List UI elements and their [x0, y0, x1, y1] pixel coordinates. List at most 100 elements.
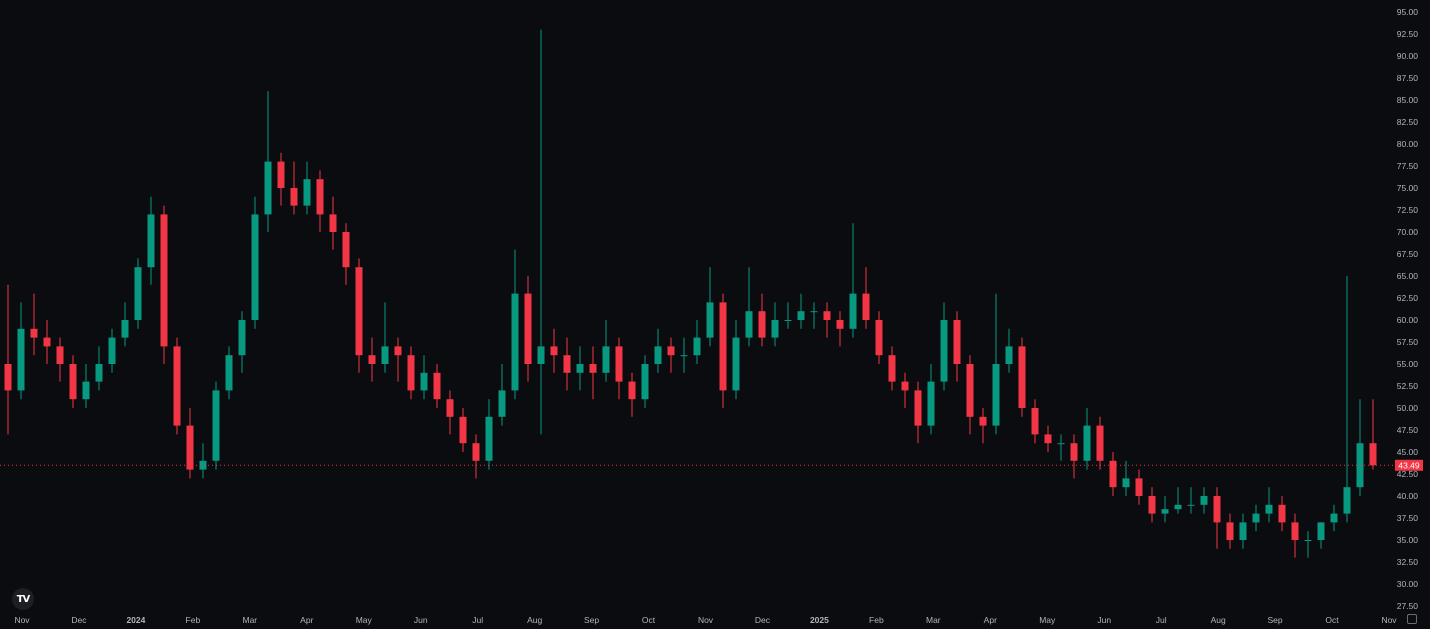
- candle: [888, 346, 896, 391]
- candle-body: [823, 311, 831, 320]
- candle-body: [602, 346, 610, 373]
- time-tick-label: Nov: [1381, 615, 1397, 625]
- candle: [511, 249, 519, 400]
- candle-body: [758, 311, 766, 338]
- candle-body: [719, 302, 727, 391]
- price-tick-label: 72.50: [1397, 205, 1419, 215]
- candle-body: [1239, 522, 1247, 540]
- price-tick-label: 52.50: [1397, 381, 1419, 391]
- candle-body: [1213, 496, 1221, 523]
- candle-body: [797, 311, 805, 320]
- candle: [1356, 399, 1364, 496]
- price-tick-label: 47.50: [1397, 425, 1419, 435]
- candle-body: [498, 390, 506, 417]
- candle: [1070, 434, 1078, 479]
- candle: [732, 320, 740, 400]
- candle: [823, 302, 831, 338]
- price-tick-label: 92.50: [1397, 29, 1419, 39]
- candle-body: [368, 355, 376, 364]
- candle: [693, 320, 701, 364]
- candle: [615, 337, 623, 400]
- candle: [1226, 513, 1234, 549]
- candle: [927, 364, 935, 435]
- time-tick-label: Apr: [300, 615, 313, 625]
- candle: [992, 293, 1000, 435]
- candle: [303, 161, 311, 215]
- candle-body: [654, 346, 662, 364]
- candle-body: [667, 346, 675, 356]
- candle: [797, 293, 805, 329]
- candle-body: [1161, 509, 1169, 514]
- candle: [459, 408, 467, 452]
- candle-body: [342, 232, 350, 268]
- candle-body: [966, 364, 974, 417]
- price-tick-label: 82.50: [1397, 117, 1419, 127]
- candle: [251, 196, 259, 329]
- candle-body: [849, 293, 857, 329]
- candle: [589, 346, 597, 400]
- candle-body: [485, 416, 493, 461]
- candle-body: [199, 460, 207, 470]
- time-axis[interactable]: Nov Dec 2024 Feb Mar Apr May Jun Jul Aug Sep Oct Nov…: [14, 615, 1397, 625]
- candle: [199, 443, 207, 479]
- time-tick-label: Dec: [755, 615, 771, 625]
- candle: [329, 196, 337, 250]
- price-tick-label: 27.50: [1397, 601, 1419, 611]
- candle: [563, 337, 571, 391]
- candle: [1239, 513, 1247, 549]
- candle-body: [108, 337, 116, 364]
- candle-body: [836, 320, 844, 329]
- candle-body: [1343, 487, 1351, 514]
- candle-body: [303, 179, 311, 206]
- candle-body: [251, 214, 259, 320]
- candle-body: [888, 355, 896, 382]
- candle: [1122, 460, 1130, 496]
- candle-body: [1148, 496, 1156, 514]
- price-tick-label: 60.00: [1397, 315, 1419, 325]
- candle: [1343, 276, 1351, 523]
- candle-body: [1187, 504, 1195, 506]
- candle: [745, 267, 753, 347]
- candle: [836, 311, 844, 347]
- candle-body: [563, 355, 571, 373]
- candle-body: [186, 425, 194, 470]
- time-tick-label: Sep: [584, 615, 599, 625]
- price-tick-label: 95.00: [1397, 7, 1419, 17]
- candle: [628, 372, 636, 417]
- candle: [1148, 487, 1156, 523]
- candle: [368, 337, 376, 382]
- candle-body: [927, 381, 935, 426]
- candle-body: [589, 364, 597, 373]
- candle-body: [433, 372, 441, 400]
- candle-body: [628, 381, 636, 400]
- candle: [316, 170, 324, 232]
- candle-body: [1044, 434, 1052, 444]
- price-tick-label: 65.00: [1397, 271, 1419, 281]
- tradingview-logo-icon[interactable]: TV: [12, 588, 34, 610]
- candle: [1031, 399, 1039, 444]
- candle: [121, 302, 129, 347]
- candle: [173, 337, 181, 435]
- candle-body: [173, 346, 181, 426]
- candle-body: [771, 320, 779, 338]
- time-tick-label: Dec: [71, 615, 87, 625]
- time-tick-label: Feb: [869, 615, 884, 625]
- candle-body: [914, 390, 922, 426]
- candle: [381, 302, 389, 373]
- candle-body: [95, 364, 103, 382]
- candle: [472, 434, 480, 479]
- price-axis[interactable]: 95.00 92.50 90.00 87.50 85.00 82.50 80.00 77.50…: [1397, 7, 1419, 611]
- price-tick-label: 35.00: [1397, 535, 1419, 545]
- time-tick-label: Oct: [642, 615, 656, 625]
- auto-scale-settings-icon[interactable]: [1407, 614, 1417, 624]
- price-tick-label: 67.50: [1397, 249, 1419, 259]
- time-tick-label: May: [1039, 615, 1056, 625]
- price-tick-label: 77.50: [1397, 161, 1419, 171]
- candle-body: [1265, 504, 1273, 514]
- candle-body: [693, 337, 701, 356]
- candle-body: [420, 372, 428, 391]
- time-tick-label: Mar: [243, 615, 258, 625]
- candle-body: [901, 381, 909, 391]
- candle: [43, 320, 51, 364]
